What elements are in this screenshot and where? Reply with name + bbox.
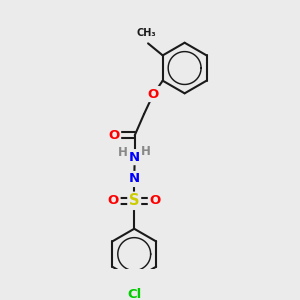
Text: Cl: Cl xyxy=(127,287,141,300)
Text: O: O xyxy=(149,194,161,207)
Text: H: H xyxy=(118,146,128,159)
Text: CH₃: CH₃ xyxy=(137,28,157,38)
Text: S: S xyxy=(129,193,140,208)
Text: O: O xyxy=(108,129,120,142)
Text: N: N xyxy=(129,151,140,164)
Text: H: H xyxy=(141,145,151,158)
Text: O: O xyxy=(108,194,119,207)
Text: O: O xyxy=(148,88,159,100)
Text: N: N xyxy=(129,172,140,185)
